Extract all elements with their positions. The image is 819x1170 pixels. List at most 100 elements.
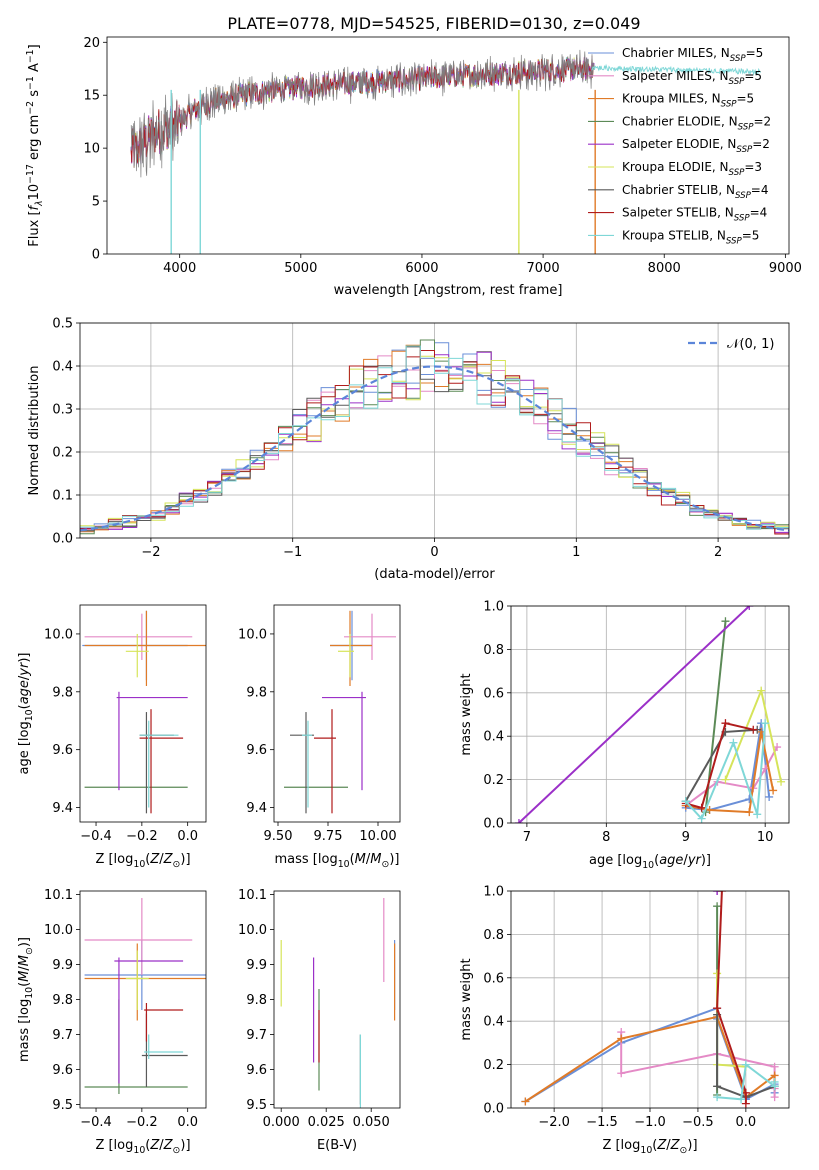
x-tick-label: −0.4 <box>80 829 112 844</box>
errorbar-point <box>84 610 206 687</box>
x-tick-label: 0.0 <box>177 829 198 844</box>
x-tick-label: −1.5 <box>586 1115 618 1130</box>
y-axis-label-part: age <box>17 680 32 704</box>
y-axis-label-part: λ <box>34 200 45 207</box>
errorbar-point <box>144 1003 184 1042</box>
x-tick-label: 0.0 <box>177 1115 198 1130</box>
x-axis-label: Z [log10(Z/Z⊙)] <box>95 852 190 870</box>
errorbar-point <box>344 613 396 660</box>
y-axis-label-part: 10 <box>24 987 35 999</box>
legend-entry-part: SSP <box>736 145 753 155</box>
errorbar-point <box>84 999 188 1094</box>
panels: 4000 5000 6000 7000 8000 900005101520waveleng… <box>17 36 802 1156</box>
plot-area <box>84 898 206 1094</box>
x-axis-label-part: age [log <box>589 853 642 868</box>
y-tick-label: 10.1 <box>44 888 73 903</box>
plot-area <box>284 610 396 814</box>
x-tick-label: −2.0 <box>538 1115 570 1130</box>
legend-entry: Salpeter MILES, NSSP=5 <box>622 69 762 87</box>
x-tick-label: −0.2 <box>126 1115 158 1130</box>
errorbar-point <box>139 720 179 808</box>
legend-entry-part: =4 <box>751 183 769 197</box>
axes-frame <box>273 890 401 1109</box>
y-tick-label: 0.0 <box>483 1102 504 1117</box>
plot-area <box>280 898 396 1108</box>
y-tick-label: 15 <box>83 89 100 104</box>
y-axis-label-part: M <box>17 971 32 982</box>
x-axis-label-part: yr <box>687 853 703 868</box>
x-axis-label-part: ( <box>145 1138 150 1153</box>
legend-entry-part: Salpeter MILES, N <box>622 69 729 83</box>
y-axis-label-part: −1 <box>25 76 36 90</box>
y-tick-label: 0.6 <box>483 971 504 986</box>
y-tick-label: 1.0 <box>483 885 504 900</box>
legend-entry-part: =5 <box>744 69 762 83</box>
plot-area <box>82 610 206 814</box>
x-tick-label: −1.0 <box>634 1115 666 1130</box>
legend-entry-part: SSP <box>726 236 743 246</box>
legend-entry-part: SSP <box>738 122 755 132</box>
y-axis-label: mass weight <box>459 673 474 755</box>
x-tick-label: 6000 <box>405 261 438 276</box>
weight-marker <box>697 803 706 812</box>
x-axis-label-part: ( <box>652 1138 657 1153</box>
y-tick-label: 10.1 <box>238 888 267 903</box>
legend-entry-part: =2 <box>753 114 771 128</box>
y-tick-label: 9.5 <box>52 1098 73 1113</box>
weight-marker <box>729 738 738 747</box>
x-axis-label-part: )] <box>180 852 190 867</box>
x-axis-label: mass [log10(M/M⊙)] <box>275 852 400 870</box>
x-tick-label: 0.000 <box>263 1115 300 1130</box>
errorbar-point <box>314 709 336 814</box>
y-axis-label: mass weight <box>459 958 474 1040</box>
y-tick-label: 0.6 <box>483 686 504 701</box>
x-tick-label: 5000 <box>284 261 317 276</box>
x-axis-label: age [log10(age/yr)] <box>589 853 711 871</box>
legend-entry: Chabrier STELIB, NSSP=4 <box>622 183 769 201</box>
figure-title: PLATE=0778, MJD=54525, FIBERID=0130, z=0… <box>227 14 640 33</box>
weight-marker <box>741 1099 750 1108</box>
errorbar-point <box>290 712 314 814</box>
x-tick-label: 9.50 <box>264 829 293 844</box>
axes-frame <box>510 890 790 1109</box>
errorbar-point <box>114 957 184 1084</box>
weight-marker <box>617 1069 626 1078</box>
y-axis-label-part: −17 <box>25 164 36 184</box>
x-axis-label-part: Z <box>656 1138 667 1153</box>
weight-line-salpeter-elodie <box>518 606 750 823</box>
x-axis-label-part: 10 <box>133 859 145 870</box>
weight-marker <box>721 775 730 784</box>
x-axis-label-part: / <box>666 1138 671 1153</box>
x-axis-label-part: ⊙ <box>680 1145 688 1156</box>
normal-curve <box>80 365 789 532</box>
axes-frame <box>106 36 790 255</box>
x-tick-label: −0.4 <box>80 1115 112 1130</box>
legend-entry-part: Kroupa STELIB, N <box>622 228 726 242</box>
legend-entry: Chabrier MILES, NSSP=5 <box>622 46 763 64</box>
y-axis-label-part: )] <box>17 652 32 662</box>
legend-entry-part: SSP <box>729 77 746 87</box>
y-axis-label-part: ( <box>17 982 32 987</box>
y-tick-label: 0.1 <box>52 489 73 504</box>
x-axis-label-part: 10 <box>133 1145 145 1156</box>
y-tick-label: 9.6 <box>246 743 267 758</box>
errorbar-point <box>338 633 354 678</box>
weight-marker <box>741 1088 750 1097</box>
weight-marker <box>770 1062 779 1071</box>
weight-marker <box>713 902 722 911</box>
errorbar-point <box>139 709 184 814</box>
plot-area <box>521 891 779 1108</box>
legend-entry-part: SSP <box>729 168 746 178</box>
y-tick-label: 9.8 <box>52 685 73 700</box>
weight-marker <box>721 617 730 626</box>
legend-entry: Salpeter ELODIE, NSSP=2 <box>622 137 770 155</box>
y-tick-label: 9.8 <box>246 993 267 1008</box>
y-tick-label: 0 <box>92 248 100 263</box>
y-tick-label: 9.7 <box>52 1028 73 1043</box>
x-tick-label: 0.025 <box>308 1115 345 1130</box>
y-axis-label-part: age [log <box>17 721 32 774</box>
x-tick-label: 4000 <box>163 261 196 276</box>
axes-frame <box>273 604 401 823</box>
legend-entry: Chabrier ELODIE, NSSP=2 <box>622 114 771 132</box>
y-tick-label: 0.5 <box>52 317 73 332</box>
